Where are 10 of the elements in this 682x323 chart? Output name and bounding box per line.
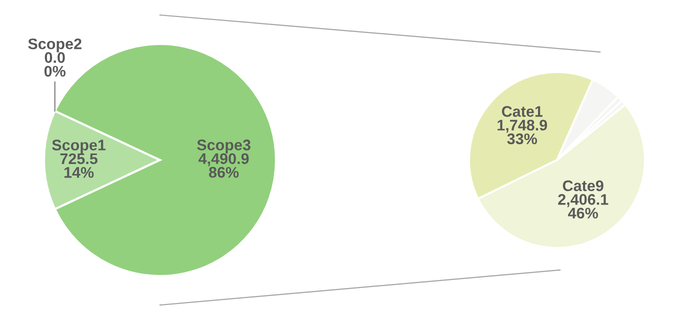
data-label: 4,490.9 86% [198,153,249,178]
slice-label: Scope1 [52,140,106,154]
text: 0.0 0% [44,52,66,77]
data-label: 2,406.1 46% [558,194,608,219]
slice-label: Scope3 [197,140,250,154]
data-label: 1,748.9 33% [498,120,548,144]
slice-label: Cate9 [562,180,604,192]
data-label: 725.5 14% [60,153,98,178]
slice-label: Cate1 [502,106,543,117]
category-label: Scope2 [28,38,82,52]
